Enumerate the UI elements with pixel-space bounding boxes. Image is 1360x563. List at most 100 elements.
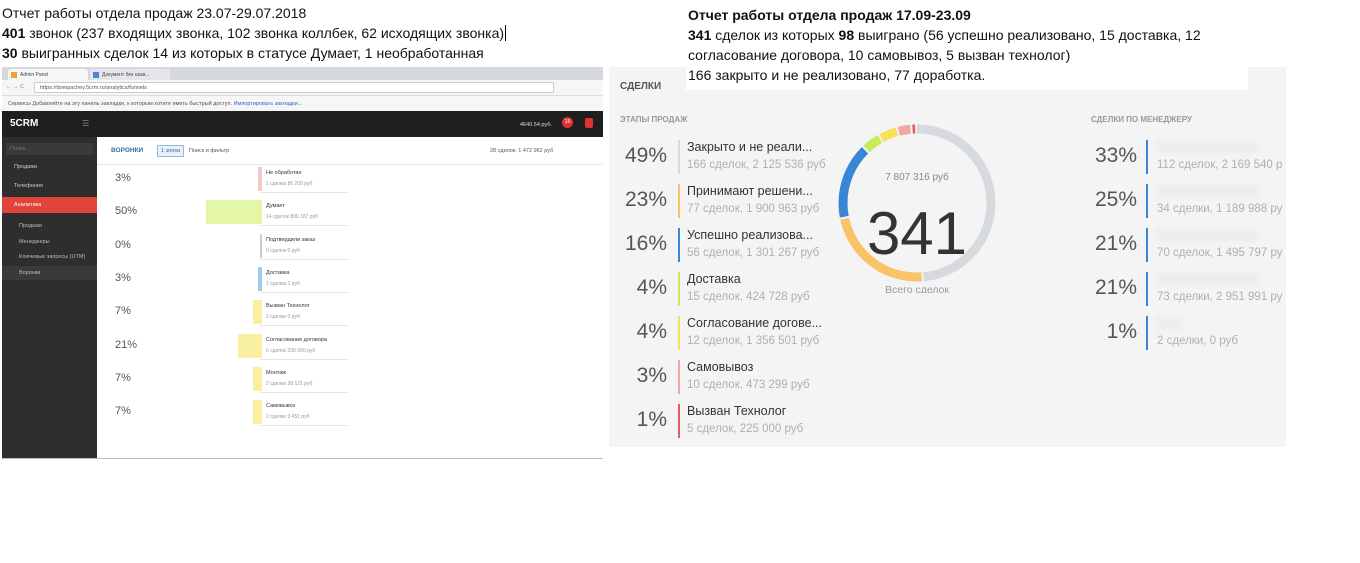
manager-indicator: [1146, 228, 1148, 262]
stage-sub: 56 сделок, 1 301 267 руб: [687, 247, 820, 259]
funnel-bar: [237, 333, 261, 358]
row-line: [260, 333, 262, 358]
tab-icon: [93, 72, 99, 78]
import-link[interactable]: Импортировать закладки...: [233, 101, 303, 107]
row-percent: 7%: [115, 405, 131, 418]
manager-name-blurred: [1157, 273, 1257, 285]
url-field[interactable]: [34, 82, 554, 93]
row-line: [260, 300, 262, 325]
report-line: 341 сделок из которых 98 выиграно (56 ус…: [688, 25, 1248, 45]
tab-icon: [11, 72, 17, 78]
submenu-label: Продажи: [19, 223, 42, 229]
submenu-label: Воронки: [19, 269, 41, 276]
nav-buttons[interactable]: ← → C: [6, 84, 25, 90]
stage-name: Самовывоз: [687, 360, 754, 374]
sidebar: Поиск... Продажи Телефония Аналитика Продаж…: [2, 137, 97, 458]
row-divider: [260, 192, 348, 193]
icon[interactable]: [585, 118, 593, 128]
tab-title: Admin Panel: [20, 72, 49, 78]
submenu-item[interactable]: Воронки: [2, 265, 97, 280]
row-sub: 2 сделки 38 121 руб: [266, 380, 313, 387]
tab-title: Документ без назв...: [102, 72, 150, 78]
stage-name: Вызван Технолог: [687, 404, 787, 418]
manager-percent: 33%: [1094, 144, 1137, 167]
manager-sub: 112 сделок, 2 169 540 р: [1157, 159, 1283, 171]
balance: 4640.54 руб.: [520, 122, 552, 128]
row-divider: [260, 325, 348, 327]
row-percent: 3%: [115, 172, 131, 184]
submenu-label: Менеджеры: [19, 238, 50, 245]
row-line: [260, 167, 262, 191]
dashboard: СДЕЛКИ ЭТАПЫ ПРОДАЖ СДЕЛКИ ПО МЕНЕДЖЕРУ …: [609, 67, 1286, 447]
row-name: Доставка: [266, 269, 290, 276]
stage-name: Принимают решени...: [687, 184, 813, 198]
row-percent: 21%: [115, 338, 138, 351]
stage-indicator: [678, 184, 680, 218]
browser-tab[interactable]: Документ без назв...: [90, 69, 170, 80]
manager-sub: 70 сделок, 1 495 797 ру: [1157, 247, 1283, 259]
logo[interactable]: 5CRM: [10, 118, 39, 129]
stage-sub: 5 сделок, 225 000 руб: [687, 423, 804, 435]
stage-sub: 166 сделок, 2 125 536 руб: [687, 159, 826, 171]
stage-indicator: [678, 316, 680, 350]
stage-percent: 3%: [636, 364, 667, 387]
row-name: Согласование договора: [266, 336, 327, 343]
menu-item[interactable]: Продажи: [2, 159, 97, 175]
content-header: ВОРОНКИ 1 эпоха Поиск и фильтр 28 сделок…: [97, 137, 603, 165]
row-line: [260, 200, 262, 225]
browser-tab[interactable]: Admin Panel: [8, 69, 88, 80]
stage-indicator: [678, 404, 680, 438]
bookmarks-text: Сервисы Добавляйте на эту панель закладк…: [8, 101, 302, 107]
stage-percent: 4%: [636, 320, 667, 343]
url-bar: ← → C https://dompachey.5crm.ru/analytic…: [2, 80, 603, 96]
row-percent: 50%: [115, 205, 138, 218]
report-line: согласование договора, 10 самовывоз, 5 в…: [688, 47, 1071, 63]
row-line: [260, 266, 262, 291]
row-percent: 3%: [115, 271, 131, 284]
submenu-label: Ключевые запросы (UTM): [19, 254, 86, 260]
menu-label: Аналитика: [14, 202, 42, 208]
text: выигранных сделок 14 из которых в статус…: [17, 45, 484, 61]
manager-indicator: [1146, 184, 1148, 218]
stage-name: Согласование догове...: [687, 316, 822, 330]
manager-name-blurred: [1157, 317, 1182, 329]
report-line: 401 звонок (237 входящих звонка, 102 зво…: [2, 23, 507, 43]
funnel-bar: [253, 300, 261, 325]
manager-percent: 21%: [1094, 276, 1137, 299]
stage-indicator: [678, 272, 680, 306]
crm-screenshot: ← → C https://dompachey.5crm.ru/analytic…: [2, 67, 603, 459]
search[interactable]: Поиск...: [6, 143, 93, 155]
menu-label: Продажи: [14, 164, 37, 170]
stage-indicator: [678, 360, 680, 394]
row-name: Вызван Технолог: [266, 303, 310, 310]
funnel-bar: [257, 266, 261, 291]
count: 401: [2, 25, 26, 41]
filter-button[interactable]: 1 эпоха: [157, 145, 185, 157]
report-line: 166 закрыто и не реализовано, 77 доработ…: [688, 67, 986, 83]
funnel-bar: [253, 366, 261, 391]
filter[interactable]: Поиск и фильтр: [189, 148, 230, 154]
donut-segment: [838, 124, 996, 282]
menu-item[interactable]: Телефония: [2, 178, 97, 194]
row-line: [260, 233, 262, 258]
stage-percent: 23%: [624, 188, 667, 211]
badge[interactable]: 15: [562, 117, 573, 128]
section-title: ВОРОНКИ: [111, 147, 144, 154]
bookmarks-bar: Сервисы Добавляйте на эту панель закладк…: [2, 96, 603, 111]
row-name: Думает: [266, 203, 285, 210]
manager-sub: 2 сделки, 0 руб: [1157, 335, 1238, 347]
row-sub: 2 сделки 3 451 руб: [266, 414, 310, 421]
managers-title: СДЕЛКИ ПО МЕНЕДЖЕРУ: [1091, 115, 1192, 124]
submenu-item[interactable]: Ключевые запросы (UTM): [2, 250, 97, 264]
menu-item[interactable]: Аналитика: [2, 197, 97, 213]
app-header: 5CRM ☰ 4640.54 руб. 15: [2, 111, 603, 137]
funnel-bar: [253, 400, 261, 425]
url: https://dompachey.5crm.ru/analytics/funn…: [40, 85, 147, 91]
left-report: Отчет работы отдела продаж 23.07-29.07.2…: [2, 3, 507, 63]
total: 28 сделок: 1 472 962 руб: [490, 148, 554, 154]
won: 98: [838, 27, 855, 43]
manager-name-blurred: [1157, 185, 1257, 197]
menu-toggle[interactable]: ☰: [82, 119, 90, 128]
submenu-item[interactable]: Менеджеры: [2, 235, 97, 249]
submenu-item[interactable]: Продажи: [2, 219, 97, 233]
